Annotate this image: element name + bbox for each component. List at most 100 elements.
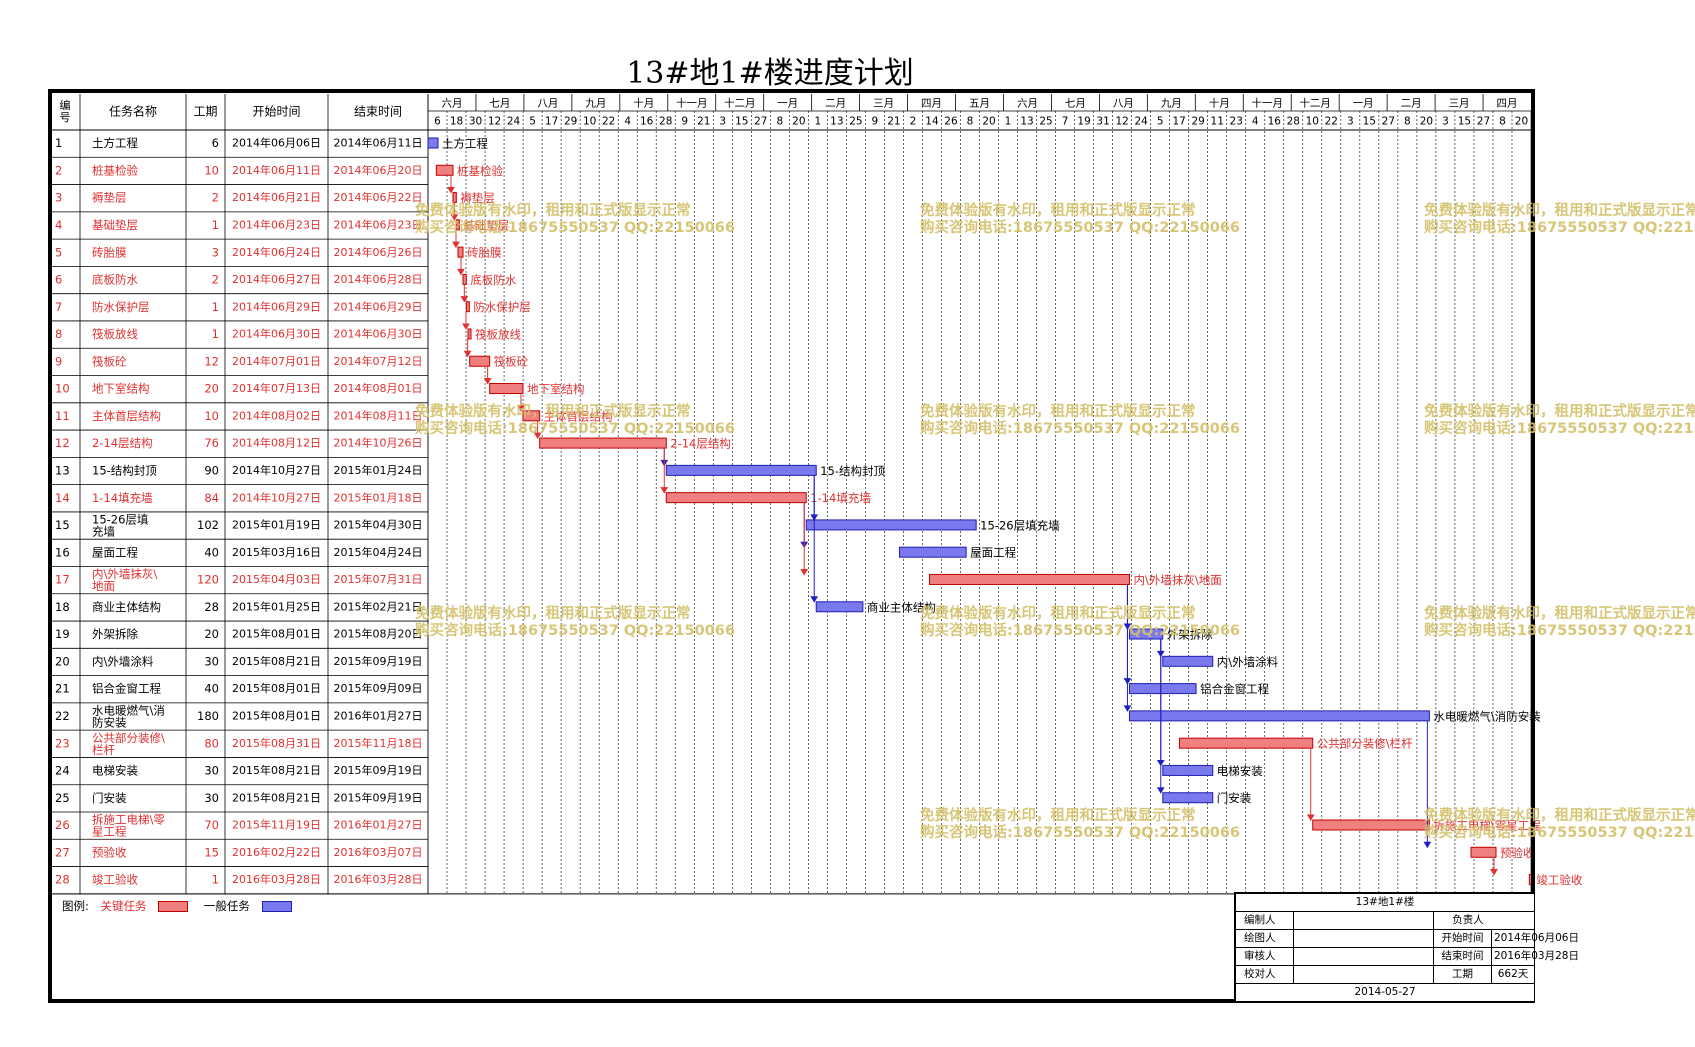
watermark: 免费体验版有水印，租用和正式版显示正常 购买咨询电话:18675550537 QQ… [920,404,1240,437]
dependency-arrow [452,241,460,249]
info-start: 2014年06月06日 [1494,932,1579,944]
task-end: 2014年10月26日 [334,436,423,450]
task-end: 2014年06月22日 [334,190,423,204]
dependency-arrow [1156,787,1165,794]
task-end: 2015年01月18日 [334,490,423,504]
task-bar-critical [455,219,460,231]
task-end: 2016年01月27日 [334,818,423,832]
column-header-end: 结束时间 [354,105,402,119]
task-bar-label: 15-26层填充墙 [980,518,1060,532]
task-start: 2015年08月21日 [232,763,321,777]
task-id: 20 [55,654,70,668]
task-id: 6 [55,273,62,287]
dependency-arrow [1490,869,1498,876]
task-bar-label: 地下室结构 [527,382,585,396]
task-start: 2014年10月27日 [232,463,321,477]
task-name: 砖胎膜 [92,245,127,259]
day-tick-label: 10 [583,116,596,128]
info-reviewer-label: 审核人 [1236,948,1294,965]
dependency-arrow [457,268,465,276]
day-tick-label: 8 [1499,116,1506,128]
watermark: 免费体验版有水印，租用和正式版显示正常 购买咨询电话:18675550537 QQ… [1424,808,1695,841]
task-end: 2015年04月24日 [334,545,423,559]
task-id: 4 [55,218,62,232]
task-start: 2014年06月24日 [232,245,321,259]
dependency-arrow [1423,841,1432,849]
task-end: 2014年06月29日 [334,299,423,313]
month-label: 十一月 [676,97,708,110]
dependency-arrow [1306,814,1315,821]
task-id: 2 [55,163,62,177]
task-bar-critical [522,410,541,422]
info-end-label: 结束时间 [1434,948,1492,965]
task-name: 门安装 [92,791,127,805]
month-label: 二月 [825,98,846,110]
dependency-arrow [483,378,492,385]
task-duration: 1 [212,873,219,887]
task-duration: 120 [197,573,219,587]
month-label: 一月 [1353,98,1374,110]
task-id: 10 [55,382,70,396]
day-tick-label: 18 [450,116,463,128]
task-end: 2014年06月11日 [334,136,423,150]
task-name: 商业主体结构 [92,600,161,614]
watermark: 免费体验版有水印，租用和正式版显示正常 购买咨询电话:18675550537 QQ… [415,404,735,437]
task-end: 2016年03月07日 [334,845,423,859]
task-name: 防水保护层 [92,300,150,314]
day-tick-label: 10 [1306,116,1319,128]
chart-frame [48,89,1535,1003]
task-id: 11 [55,409,70,423]
dependency-arrow [810,596,819,603]
task-bar-label: 15-结构封顶 [820,464,885,478]
month-label: 七月 [489,98,510,110]
task-duration: 28 [204,600,219,614]
task-name: 基础垫层 [92,218,138,232]
month-label: 十二月 [1299,97,1331,110]
task-name: 底板防水 [92,273,138,287]
task-id: 13 [55,464,70,478]
task-duration: 6 [212,136,219,150]
task-start: 2014年10月27日 [232,490,321,504]
dependency-arrow [447,187,455,194]
day-tick-label: 22 [1325,116,1338,128]
month-label: 六月 [441,98,462,110]
task-duration: 40 [204,682,219,696]
dependency-arrow [660,487,669,494]
task-end: 2015年09月19日 [334,790,423,804]
day-tick-label: 14 [925,116,939,128]
task-name: 内\外墙涂料 [92,654,154,668]
day-tick-label: 8 [1404,116,1411,128]
day-tick-label: 13 [830,116,843,128]
day-tick-label: 27 [1382,116,1395,128]
info-compiler [1294,912,1434,929]
task-name: 2-14层结构 [92,436,153,450]
task-duration: 30 [204,791,219,805]
task-end: 2014年08月01日 [334,381,423,395]
task-bar-label: 水电暖燃气\消防安装 [1433,709,1541,723]
task-start: 2014年06月21日 [232,190,321,204]
day-tick-label: 5 [529,116,536,128]
task-bar-label: 预验收 [1500,846,1535,860]
task-end: 2014年06月26日 [334,245,423,259]
task-bar-label: 防水保护层 [473,300,531,314]
task-start: 2014年07月13日 [232,381,321,395]
task-duration: 102 [197,518,219,532]
day-tick-label: 21 [887,116,900,128]
day-tick-label: 9 [681,116,688,128]
task-end: 2015年09月09日 [334,681,423,695]
info-compiler-label: 编制人 [1236,912,1294,929]
task-start: 2014年06月29日 [232,299,321,313]
task-id: 25 [55,791,70,805]
info-checker-label: 校对人 [1236,966,1294,983]
task-bar-label: 褥垫层 [460,191,495,205]
task-duration: 20 [204,382,219,396]
day-tick-label: 27 [1477,116,1490,128]
task-duration: 30 [204,654,219,668]
day-tick-label: 6 [434,116,441,128]
task-bar-normal [899,546,967,558]
task-end: 2015年04月30日 [334,518,423,532]
task-duration: 10 [204,409,219,423]
month-label: 三月 [1449,98,1470,110]
day-tick-label: 3 [719,116,726,128]
info-block: 13#地1#楼 编制人 负责人 绘图人 开始时间 2014年06月06日 审核人… [1234,892,1579,1001]
